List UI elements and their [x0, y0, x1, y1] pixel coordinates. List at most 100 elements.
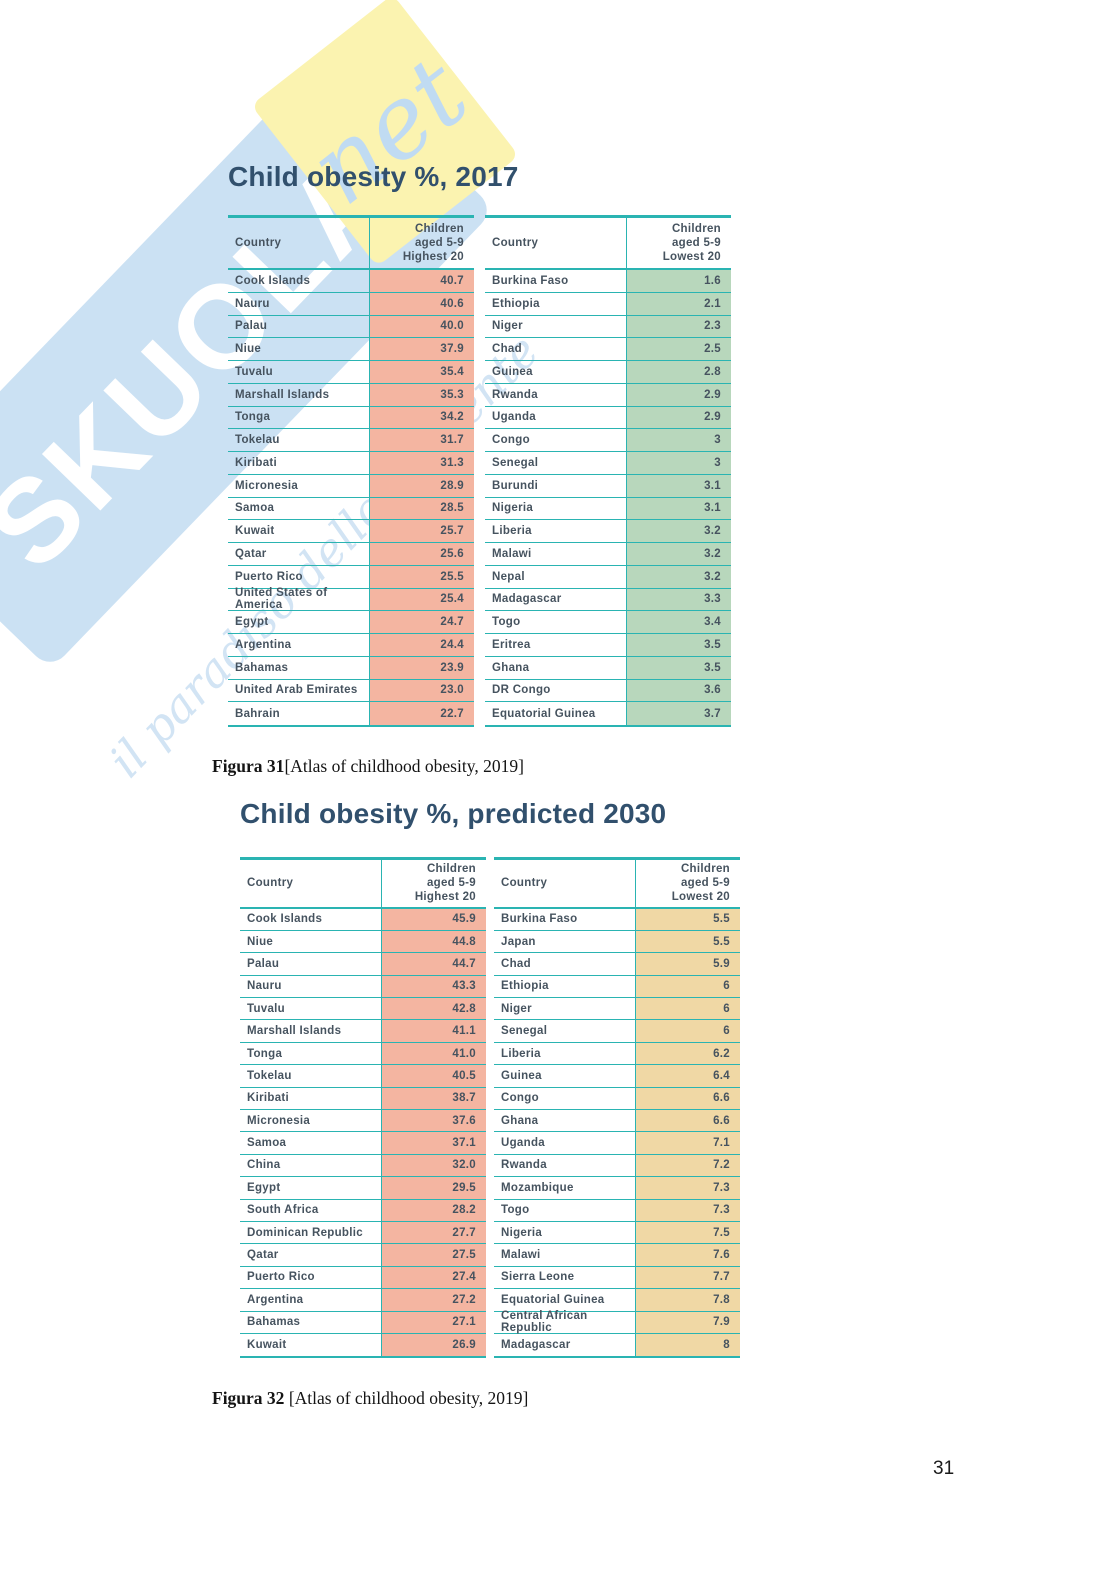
value-cell: 24.4	[369, 634, 474, 656]
table-row: Niger 6	[494, 998, 740, 1021]
country-cell: Argentina	[235, 638, 292, 651]
value-cell: 3.5	[626, 634, 731, 656]
table-row: Uganda 2.9	[485, 406, 731, 430]
value-cell: 28.9	[369, 474, 474, 497]
table-header: Country Children aged 5-9 Highest 20	[240, 860, 486, 909]
value-cell: 3	[626, 452, 731, 474]
value-column-header: Children aged 5-9 Lowest 20	[635, 860, 740, 907]
country-cell: Micronesia	[235, 479, 299, 492]
value-cell: 40.7	[369, 270, 474, 292]
country-cell: Kiribati	[235, 456, 278, 469]
table-row: Chad 5.9	[494, 953, 740, 976]
country-cell: Argentina	[247, 1293, 304, 1306]
table-row: Puerto Rico 27.4	[240, 1266, 486, 1290]
value-cell: 27.4	[381, 1266, 486, 1289]
country-cell: Central African Republic	[501, 1310, 588, 1335]
table-row: Japan 5.5	[494, 930, 740, 954]
country-cell: Samoa	[247, 1137, 287, 1150]
country-cell: Tonga	[235, 411, 271, 424]
country-cell: Kuwait	[235, 525, 275, 538]
country-cell: Nepal	[492, 570, 525, 583]
country-cell: Kiribati	[247, 1092, 290, 1105]
table-row: Liberia 6.2	[494, 1042, 740, 1066]
value-cell: 35.3	[369, 383, 474, 406]
figure31-caption: Figura 31[Atlas of childhood obesity, 20…	[212, 756, 524, 777]
table-row: Cook Islands 45.9	[240, 908, 486, 931]
table-row: United States of America 25.4	[228, 587, 474, 611]
country-cell: Puerto Rico	[247, 1271, 315, 1284]
table-row: Dominican Republic 27.7	[240, 1221, 486, 1245]
table-row: Tokelau 40.5	[240, 1065, 486, 1088]
value-cell: 3.7	[626, 702, 731, 725]
country-cell: Uganda	[501, 1137, 545, 1150]
value-cell: 6	[635, 975, 740, 998]
value-cell: 7.8	[635, 1289, 740, 1311]
country-cell: Ghana	[501, 1114, 539, 1127]
country-column-header: Country	[247, 877, 294, 890]
figure31-highest20-table: Country Children aged 5-9 Highest 20 Coo…	[228, 215, 474, 727]
table-row: Ghana 6.6	[494, 1110, 740, 1133]
table-row: Ethiopia 6	[494, 975, 740, 999]
table-row: Samoa 37.1	[240, 1132, 486, 1155]
country-cell: Cook Islands	[247, 913, 323, 926]
country-cell: Madagascar	[492, 593, 562, 606]
table-row: Congo 6.6	[494, 1087, 740, 1111]
value-cell: 3.1	[626, 497, 731, 520]
value-cell: 27.5	[381, 1244, 486, 1266]
value-cell: 7.7	[635, 1266, 740, 1289]
figure32-highest20-table: Country Children aged 5-9 Highest 20 Coo…	[240, 857, 486, 1359]
value-cell: 6	[635, 998, 740, 1020]
country-cell: China	[247, 1159, 281, 1172]
value-cell: 3.4	[626, 611, 731, 633]
table-row: Bahamas 27.1	[240, 1311, 486, 1334]
value-cell: 29.5	[381, 1177, 486, 1199]
country-cell: Qatar	[235, 547, 267, 560]
table-row: Mozambique 7.3	[494, 1177, 740, 1200]
table-row: Burundi 3.1	[485, 474, 731, 498]
country-cell: Guinea	[492, 365, 533, 378]
table-row: Madagascar 8	[494, 1333, 740, 1357]
country-cell: Eritrea	[492, 638, 531, 651]
country-cell: Mozambique	[501, 1181, 574, 1194]
table-row: Tuvalu 42.8	[240, 998, 486, 1021]
country-cell: Tonga	[247, 1047, 283, 1060]
table-row: Tonga 41.0	[240, 1042, 486, 1066]
value-column-header: Children aged 5-9 Lowest 20	[626, 218, 731, 268]
value-cell: 6	[635, 1020, 740, 1042]
country-cell: Tokelau	[235, 434, 280, 447]
table-row: Tonga 34.2	[228, 406, 474, 430]
value-cell: 2.5	[626, 338, 731, 360]
table-row: Malawi 7.6	[494, 1244, 740, 1267]
value-cell: 7.5	[635, 1221, 740, 1244]
country-cell: Equatorial Guinea	[492, 707, 596, 720]
value-cell: 1.6	[626, 270, 731, 292]
country-cell: Marshall Islands	[247, 1025, 342, 1038]
value-cell: 5.9	[635, 953, 740, 975]
country-cell: Senegal	[492, 456, 539, 469]
value-cell: 25.7	[369, 520, 474, 542]
country-cell: Nigeria	[501, 1226, 543, 1239]
value-cell: 25.4	[369, 588, 474, 611]
value-cell: 27.7	[381, 1221, 486, 1244]
country-cell: Puerto Rico	[235, 570, 303, 583]
value-cell: 3.1	[626, 474, 731, 497]
value-cell: 40.5	[381, 1065, 486, 1087]
figure31-title: Child obesity %, 2017	[228, 161, 519, 192]
value-cell: 25.6	[369, 543, 474, 565]
table-row: Equatorial Guinea 7.8	[494, 1289, 740, 1312]
value-cell: 43.3	[381, 975, 486, 998]
value-cell: 2.1	[626, 292, 731, 315]
value-cell: 27.1	[381, 1311, 486, 1333]
value-cell: 7.3	[635, 1199, 740, 1221]
table-row: Senegal 3	[485, 452, 731, 475]
value-cell: 6.4	[635, 1065, 740, 1087]
value-cell: 28.2	[381, 1199, 486, 1221]
value-cell: 3.2	[626, 565, 731, 588]
country-cell: Congo	[492, 434, 530, 447]
value-cell: 7.3	[635, 1177, 740, 1199]
page-number: 31	[933, 1458, 955, 1479]
table-header: Country Children aged 5-9 Lowest 20	[485, 218, 731, 270]
table-row: Rwanda 7.2	[494, 1154, 740, 1178]
value-column-header: Children aged 5-9 Highest 20	[381, 860, 486, 907]
